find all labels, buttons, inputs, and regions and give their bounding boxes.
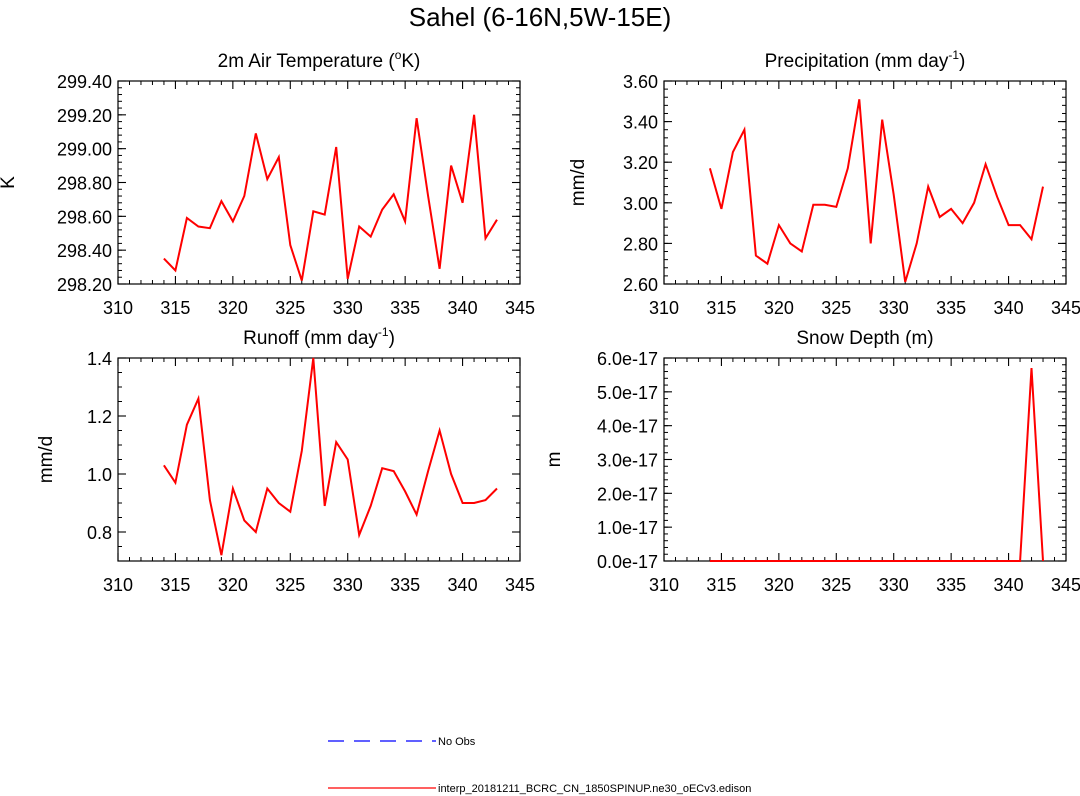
legend-label-model-run: interp_20181211_BCRC_CN_1850SPINUP.ne30_… [438, 783, 751, 795]
x-tick-label: 340 [448, 575, 478, 595]
x-tick-label: 330 [333, 575, 363, 595]
plot-frame [117, 357, 521, 562]
y-tick-label: 3.0e-17 [597, 451, 658, 471]
x-tick-label: 315 [706, 575, 736, 595]
x-tick-label: 315 [160, 298, 190, 318]
x-tick-label: 320 [764, 575, 794, 595]
x-tick-label: 335 [936, 298, 966, 318]
y-tick-label: 6.0e-17 [597, 349, 658, 369]
y-tick-label: 3.20 [623, 153, 658, 173]
x-tick-label: 345 [1051, 298, 1080, 318]
x-tick-label: 335 [936, 575, 966, 595]
y-tick-label: 2.0e-17 [597, 484, 658, 504]
panel-title: Snow Depth (m) [796, 328, 933, 349]
x-tick-label: 320 [218, 298, 248, 318]
x-tick-label: 340 [448, 298, 478, 318]
y-tick-label: 1.4 [87, 349, 112, 369]
x-tick-label: 345 [505, 298, 535, 318]
y-axis-label: mm/d [568, 159, 589, 207]
figure-title: Sahel (6-16N,5W-15E) [409, 2, 672, 32]
y-axis-label: K [0, 176, 19, 189]
y-tick-label: 1.2 [87, 407, 112, 427]
panel-air-temperature: 310 315 320 325 330 335 340 345 298.20 298.40 298.… [0, 48, 535, 318]
x-tick-label: 315 [706, 298, 736, 318]
x-tick-label: 330 [879, 575, 909, 595]
y-tick-label: 299.40 [57, 72, 112, 92]
y-tick-label: 3.40 [623, 113, 658, 133]
y-tick-label: 2.60 [623, 275, 658, 295]
x-tick-label: 345 [505, 575, 535, 595]
y-tick-label: 0.8 [87, 523, 112, 543]
y-axis-label: m [544, 452, 565, 468]
plot-frame [663, 80, 1067, 285]
y-tick-label: 1.0e-17 [597, 518, 658, 538]
x-tick-label: 325 [275, 298, 305, 318]
x-tick-label: 320 [218, 575, 248, 595]
y-tick-label: 298.40 [57, 241, 112, 261]
y-tick-label: 3.00 [623, 194, 658, 214]
x-tick-label: 335 [390, 298, 420, 318]
y-tick-label: 0.0e-17 [597, 552, 658, 572]
plot-frame [663, 357, 1067, 562]
y-tick-label: 298.60 [57, 207, 112, 227]
x-tick-label: 330 [333, 298, 363, 318]
x-tick-label: 310 [649, 575, 679, 595]
y-tick-label: 298.80 [57, 174, 112, 194]
x-tick-label: 330 [879, 298, 909, 318]
x-tick-label: 335 [390, 575, 420, 595]
panel-title: Precipitation (mm day-1) [765, 48, 966, 72]
series-line [163, 114, 498, 281]
y-tick-label: 1.0 [87, 465, 112, 485]
x-tick-label: 310 [103, 575, 133, 595]
series-line [709, 368, 1044, 562]
panel-precipitation: 310 315 320 325 330 335 340 345 2.60 2.80 3.00 3.20… [568, 48, 1080, 318]
x-tick-label: 320 [764, 298, 794, 318]
x-tick-label: 345 [1051, 575, 1080, 595]
x-tick-label: 325 [821, 575, 851, 595]
series-line [163, 357, 498, 556]
y-tick-label: 5.0e-17 [597, 383, 658, 403]
y-tick-label: 298.20 [57, 275, 112, 295]
x-tick-label: 340 [994, 298, 1024, 318]
panel-title: Runoff (mm day-1) [243, 325, 395, 349]
x-tick-label: 325 [821, 298, 851, 318]
panel-title: 2m Air Temperature (oK) [218, 48, 421, 72]
panel-snow-depth: 310 315 320 325 330 335 340 345 0.0e-17 1.0e-17 2.… [544, 328, 1080, 595]
y-tick-label: 3.60 [623, 72, 658, 92]
x-tick-label: 340 [994, 575, 1024, 595]
panel-runoff: 310 315 320 325 330 335 340 345 0.8 1.0 1.2 1.4 Runo… [36, 325, 535, 595]
x-tick-label: 310 [103, 298, 133, 318]
y-axis-label: mm/d [36, 436, 57, 484]
y-tick-label: 4.0e-17 [597, 417, 658, 437]
x-tick-label: 325 [275, 575, 305, 595]
x-tick-label: 315 [160, 575, 190, 595]
x-tick-label: 310 [649, 298, 679, 318]
y-tick-label: 299.00 [57, 140, 112, 160]
y-tick-label: 299.20 [57, 106, 112, 126]
legend-label-no-obs: No Obs [438, 736, 476, 748]
y-tick-label: 2.80 [623, 234, 658, 254]
legend: No Obs interp_20181211_BCRC_CN_1850SPINU… [328, 736, 751, 795]
series-line [708, 99, 1044, 283]
